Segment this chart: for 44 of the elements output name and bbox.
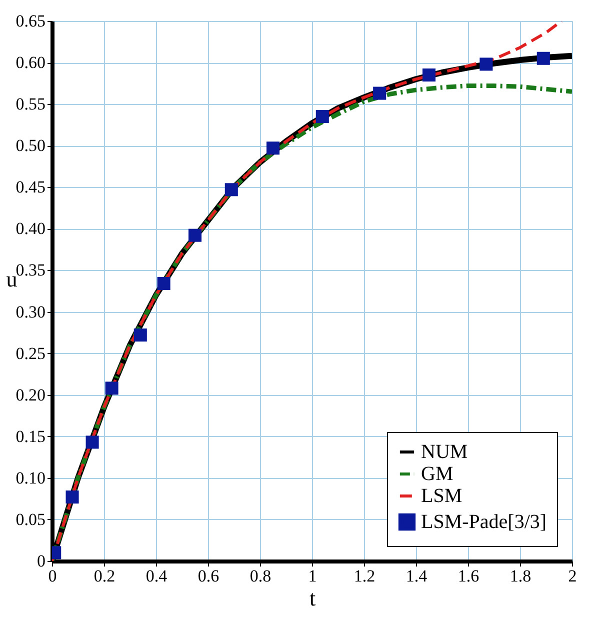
legend-label: LSM-Pade[3/3] (421, 511, 547, 533)
x-tick-label: 1.2 (354, 566, 376, 586)
y-tick-label: 0.10 (16, 468, 46, 488)
x-tick-label: 0 (48, 566, 57, 586)
y-tick-label: 0.35 (16, 260, 46, 280)
point (105, 382, 118, 395)
x-tick-label: 1.4 (406, 566, 428, 586)
x-axis-title: t (309, 586, 316, 610)
y-tick-label: 0.15 (16, 426, 46, 446)
x-tick-label: 0.4 (146, 566, 168, 586)
y-tick-label: 0.55 (16, 94, 46, 114)
point (480, 58, 493, 71)
point (536, 52, 550, 65)
x-tick-label: 2 (568, 566, 577, 586)
x-tick-label: 0.2 (94, 566, 116, 586)
x-tick-label: 1.6 (458, 566, 480, 586)
x-tick-label: 1 (308, 566, 317, 586)
point (266, 142, 280, 155)
legend-label: LSM (421, 485, 462, 507)
point (66, 490, 79, 504)
y-axis-title: u (6, 266, 18, 292)
y-tick-label: 0.25 (16, 344, 46, 363)
y-tick-label: 0.65 (16, 12, 46, 30)
legend-label: GM (421, 463, 454, 485)
legend-label: NUM (421, 441, 468, 463)
y-tick-label: 0.05 (16, 510, 46, 529)
y-tick-label: 0.20 (16, 385, 46, 404)
point (188, 228, 202, 242)
point (224, 183, 238, 196)
y-tick-label: 0.45 (16, 178, 46, 197)
point (157, 277, 170, 290)
y-tick-label: 0.60 (16, 53, 46, 72)
point (373, 86, 386, 100)
point (422, 68, 436, 82)
y-tick-label: 0 (37, 552, 46, 570)
x-tick-label: 0.6 (198, 566, 220, 586)
point (134, 328, 147, 342)
y-tick-label: 0.40 (16, 219, 46, 238)
x-tick-label: 1.8 (510, 566, 532, 586)
y-tick-label: 0.50 (16, 136, 46, 156)
point (86, 436, 99, 449)
y-tick-label: 0.30 (16, 302, 46, 322)
x-tick-label: 0.8 (250, 566, 272, 586)
point (316, 110, 329, 124)
